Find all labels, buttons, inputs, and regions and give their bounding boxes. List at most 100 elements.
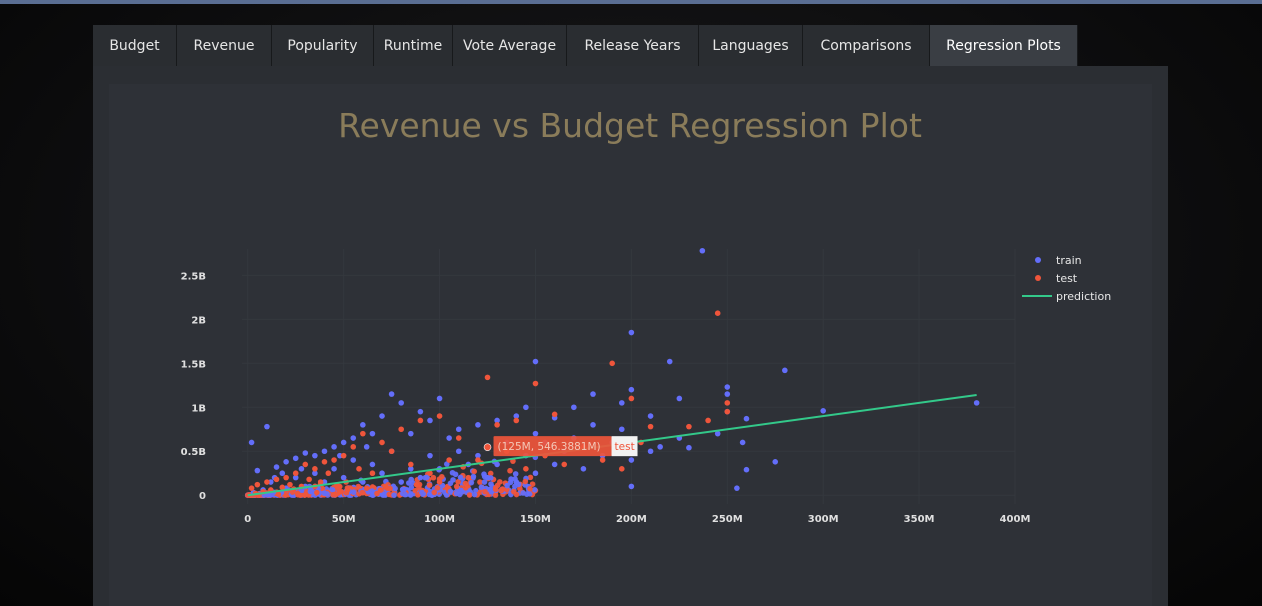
- tab-comparisons[interactable]: Comparisons: [803, 25, 930, 66]
- train-point: [369, 461, 376, 468]
- train-point: [699, 247, 706, 254]
- x-tick-label: 200M: [616, 514, 647, 525]
- tab-languages[interactable]: Languages: [699, 25, 803, 66]
- train-point: [350, 489, 357, 496]
- train-point: [453, 490, 460, 497]
- train-point: [457, 474, 464, 481]
- train-point: [331, 466, 337, 472]
- train-point: [686, 444, 692, 451]
- train-point: [380, 492, 386, 498]
- regression-chart[interactable]: Revenue vs Budget Regression Plot 0 50M 100…: [109, 84, 1152, 606]
- test-point: [273, 476, 280, 483]
- test-point: [453, 483, 460, 490]
- legend-label-prediction: prediction: [1056, 290, 1111, 303]
- legend-marker-test: [1035, 275, 1041, 281]
- y-tick-label: 2.5B: [181, 271, 206, 282]
- train-point: [657, 444, 663, 450]
- train-point: [628, 329, 635, 336]
- test-point: [628, 395, 635, 402]
- test-point: [561, 461, 568, 468]
- train-point: [407, 466, 414, 472]
- train-point: [475, 422, 481, 428]
- test-point: [487, 470, 494, 477]
- test-point: [254, 481, 261, 488]
- train-point: [820, 407, 826, 414]
- x-tick-label: 50M: [332, 514, 356, 525]
- train-point: [647, 413, 654, 419]
- train-point: [307, 488, 314, 495]
- test-point: [527, 474, 534, 481]
- train-point: [312, 470, 318, 477]
- train-point: [321, 448, 328, 455]
- test-point: [312, 466, 318, 472]
- tab-vote-average[interactable]: Vote Average: [453, 25, 567, 66]
- train-point: [481, 471, 487, 478]
- test-point: [314, 489, 320, 496]
- test-point: [466, 492, 473, 498]
- train-point: [973, 400, 980, 406]
- test-point: [294, 490, 301, 497]
- tab-popularity[interactable]: Popularity: [272, 25, 374, 66]
- train-point: [292, 474, 299, 481]
- train-point: [254, 467, 261, 474]
- train-point: [419, 489, 425, 496]
- test-point: [374, 490, 380, 497]
- train-point: [484, 474, 491, 481]
- train-point: [580, 466, 587, 472]
- chart-container: Revenue vs Budget Regression Plot 0 50M 100…: [109, 84, 1152, 606]
- test-point: [705, 417, 711, 424]
- test-point: [321, 458, 328, 465]
- test-point: [283, 474, 289, 481]
- test-point: [436, 413, 443, 419]
- test-point: [599, 457, 606, 463]
- train-point: [475, 452, 481, 459]
- train-point: [331, 444, 337, 450]
- tab-revenue[interactable]: Revenue: [177, 25, 272, 66]
- train-point: [743, 466, 750, 473]
- test-point: [484, 374, 491, 381]
- hover-label-box: [493, 436, 612, 457]
- window-top-border: [0, 0, 1262, 4]
- test-point: [377, 487, 384, 493]
- test-point: [302, 461, 309, 468]
- train-point: [739, 439, 746, 446]
- test-point: [292, 470, 299, 477]
- train-point: [513, 479, 520, 485]
- train-point: [391, 492, 397, 499]
- train-point: [398, 479, 405, 485]
- test-point: [434, 485, 441, 491]
- train-point: [337, 452, 343, 459]
- train-point: [481, 479, 488, 485]
- train-point: [512, 471, 519, 477]
- train-point: [494, 461, 500, 468]
- test-point: [386, 491, 393, 498]
- test-point: [289, 489, 296, 495]
- test-point: [248, 485, 255, 491]
- train-point: [590, 422, 596, 428]
- test-point: [359, 489, 366, 496]
- train-point: [590, 391, 596, 397]
- test-point: [507, 467, 513, 474]
- test-point: [264, 479, 270, 485]
- train-point: [417, 408, 424, 415]
- x-tick-label: 350M: [904, 514, 935, 525]
- test-point: [492, 486, 499, 493]
- train-point: [504, 482, 510, 489]
- train-point: [470, 473, 477, 480]
- tab-release-years[interactable]: Release Years: [567, 25, 699, 66]
- y-tick-label: 1.5B: [181, 359, 206, 370]
- tab-budget[interactable]: Budget: [93, 25, 177, 66]
- test-point: [527, 485, 533, 492]
- tab-regression-plots[interactable]: Regression Plots: [930, 25, 1078, 66]
- hover-name-box: [611, 436, 638, 457]
- train-point: [402, 491, 408, 498]
- train-point: [494, 417, 500, 424]
- tab-runtime[interactable]: Runtime: [374, 25, 453, 66]
- x-tick-label: 150M: [520, 514, 551, 525]
- test-point: [317, 479, 324, 485]
- train-point: [571, 404, 577, 411]
- y-tick-label: 2B: [191, 315, 206, 326]
- test-point: [494, 422, 500, 428]
- test-point: [301, 492, 308, 498]
- test-point: [331, 457, 337, 463]
